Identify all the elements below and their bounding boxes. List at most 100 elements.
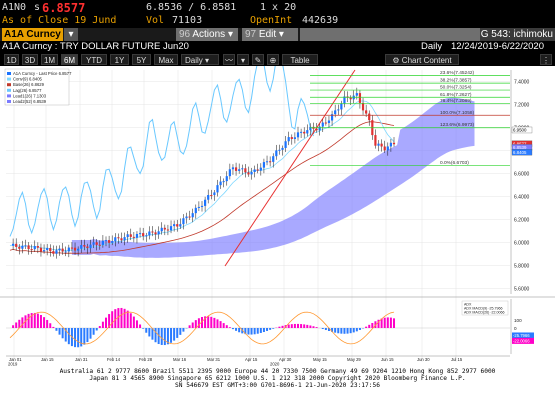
table-button[interactable]: Table [282,54,318,65]
candle-body [30,249,33,251]
legend-swatch [7,72,11,75]
macd-bar [142,328,145,329]
macd-bar [157,328,160,345]
macd-bar [222,323,225,328]
macd-bar [250,328,253,335]
candle-body [107,240,111,243]
candle-body [361,102,365,111]
candle-body [179,224,182,227]
macd-bar [166,328,169,345]
candle-body [86,246,89,249]
legend-entry: Lag(26) 6.8577 [13,88,42,93]
period-1y[interactable]: 1Y [110,54,129,65]
macd-bar [145,328,148,333]
candle-body [241,168,244,170]
macd-bar [154,328,157,343]
candle-body [27,245,30,250]
macd-bar [39,315,42,328]
price-axis-tick: 6.6000 [514,171,530,177]
zoom-icon[interactable]: ⊕ [267,54,279,65]
candle-body [58,248,61,251]
chart-content-button[interactable]: ⚙ Chart Content [385,54,459,65]
candle-body [77,248,80,251]
candle-body [299,131,303,133]
macd-bar [269,328,272,330]
macd-bar [64,328,67,342]
legend-swatch [7,88,11,92]
line-chart-icon[interactable]: 〰 [223,54,235,65]
trend-line[interactable] [224,69,356,267]
candle-body [281,147,284,150]
draw-icon[interactable]: ✎ [252,54,264,65]
period-3d[interactable]: 3D [22,54,38,65]
chart-type-dropdown-icon[interactable]: ▾ [237,54,249,65]
fib-level-label: 0.0%(6.6703) [440,160,469,166]
candle-body [188,216,191,218]
macd-bar [337,328,340,334]
base-line [9,121,395,254]
candle-body [80,245,83,249]
macd-bar [111,311,114,328]
candle-body [321,122,324,127]
edit-menu-label: Edit [258,29,277,40]
period-1d[interactable]: 1D [4,54,19,65]
macd-bar [207,316,210,328]
candle-body [126,234,129,238]
candle-body [315,128,318,131]
macd-bar [247,328,250,335]
candle-body [228,169,231,177]
frequency-select[interactable]: Daily ▾ [181,54,219,65]
candle-body [120,238,123,241]
macd-bar [30,313,33,328]
candle-body [52,251,55,254]
time-axis-year: 2020 [270,362,280,367]
more-options-icon[interactable]: ⋮ [540,54,552,65]
as-of-close: As of Close 19 Jund [2,15,117,26]
candle-body [173,224,176,227]
macd-bar [365,326,368,328]
macd-axis-tick: 0 [514,326,517,331]
macd-bar [108,314,111,328]
macd-bar [89,328,92,339]
candle-body [24,245,27,247]
macd-bar [315,327,318,328]
candle-body [290,137,293,139]
macd-bar [256,328,259,334]
ticker-tag[interactable]: A1A Curncy [2,28,63,41]
period-5y[interactable]: 5Y [132,54,151,65]
actions-menu[interactable]: 96 Actions ▾ [176,28,238,41]
price-tag [511,126,533,134]
candle-body [135,234,139,238]
ichimoku-chart[interactable]: 23.6%(7.45242) 38.2%(7.3857)50.0%(7.3254)… [0,66,555,366]
date-range[interactable]: 12/24/2019-6/22/2020 [451,41,544,52]
edit-menu[interactable]: 97 Edit ▾ [242,28,298,41]
period-max[interactable]: Max [154,54,178,65]
fib-level-label: 123.6%(6.9973) [440,122,475,128]
candle-body [231,167,235,170]
period-1m[interactable]: 1M [41,54,58,65]
gear-icon: ⚙ [392,56,400,65]
candle-body [197,206,201,208]
candle-body [343,96,346,104]
macd-bar [123,308,126,328]
macd-bar [293,323,296,328]
candle-body [182,218,185,225]
time-axis-tick: Jan 01 [9,357,22,362]
candle-body [383,146,386,151]
fib-level-label: 100.0%(7.1058) [440,110,475,116]
time-axis-tick: Jan 15 [41,357,54,362]
macd-bar [61,328,64,339]
time-axis-tick: Apr 30 [279,357,292,362]
macd-bar [36,313,39,328]
footer-line-2: Japan 81 3 4565 8900 Singapore 65 6212 1… [89,375,466,382]
macd-bar [188,325,191,328]
period-ytd[interactable]: YTD [81,54,107,65]
period-6m[interactable]: 6M [61,54,78,65]
chart-area[interactable]: 23.6%(7.45242) 38.2%(7.3857) 50.0%(7.3254)… [0,66,555,366]
dropdown-arrow-icon[interactable]: ▾ [64,28,78,41]
candle-body [157,231,160,235]
chevron-down-icon: ▾ [278,29,284,40]
candle-body [138,233,142,235]
candle-body [129,234,132,237]
